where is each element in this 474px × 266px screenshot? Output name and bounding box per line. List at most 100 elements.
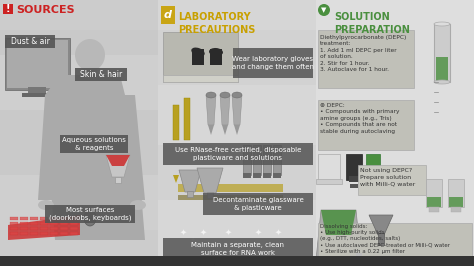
Bar: [75, 68, 127, 81]
Bar: [30, 232, 38, 235]
Bar: [10, 222, 18, 225]
Polygon shape: [163, 75, 238, 82]
Text: Wear laboratory gloves
and change them often: Wear laboratory gloves and change them o…: [232, 56, 314, 70]
Bar: [427, 197, 441, 207]
Text: Dust & air: Dust & air: [10, 37, 49, 46]
Bar: [7, 40, 68, 88]
Bar: [60, 135, 128, 153]
Bar: [184, 98, 190, 140]
Bar: [10, 232, 18, 235]
Bar: [192, 49, 204, 65]
Text: ⊗ DEPC:
• Compounds with primary
amine groups (e.g., Tris)
• Compounds that are : ⊗ DEPC: • Compounds with primary amine g…: [320, 103, 400, 134]
Bar: [45, 205, 135, 223]
Bar: [173, 105, 179, 140]
Polygon shape: [106, 155, 130, 166]
Polygon shape: [173, 175, 179, 183]
Polygon shape: [8, 215, 80, 240]
Bar: [434, 24, 450, 82]
Bar: [187, 191, 193, 197]
Bar: [40, 217, 48, 220]
Bar: [50, 222, 58, 225]
Polygon shape: [106, 155, 130, 177]
Ellipse shape: [232, 92, 242, 98]
Bar: [20, 222, 28, 225]
Bar: [5, 38, 70, 90]
Bar: [0, 175, 158, 230]
Polygon shape: [118, 95, 145, 200]
Text: ✦: ✦: [200, 227, 207, 236]
Polygon shape: [206, 95, 216, 125]
Bar: [0, 256, 474, 266]
Bar: [158, 0, 316, 266]
Bar: [316, 179, 342, 184]
Text: ✦: ✦: [255, 227, 262, 236]
Text: Most surfaces
(doorknobs, keyboards): Most surfaces (doorknobs, keyboards): [49, 207, 131, 221]
Text: Not using DEPC?
Prepare solution
with Milli-Q water: Not using DEPC? Prepare solution with Mi…: [360, 168, 415, 186]
Polygon shape: [179, 170, 201, 192]
Text: Use RNase-free certified, disposable
plasticware and solutions: Use RNase-free certified, disposable pla…: [175, 147, 301, 161]
Bar: [40, 222, 48, 225]
Bar: [210, 49, 222, 65]
Bar: [318, 100, 414, 150]
Bar: [436, 57, 448, 82]
Bar: [429, 207, 439, 212]
Text: Dissolving solids:
• Use high-purity solids
(e.g., DTT, nucleotides, salts)
• Us: Dissolving solids: • Use high-purity sol…: [320, 224, 450, 254]
Polygon shape: [369, 215, 393, 235]
Bar: [158, 200, 316, 260]
Bar: [158, 85, 316, 145]
Ellipse shape: [38, 200, 54, 210]
Polygon shape: [234, 125, 240, 135]
Text: Decontaminate glassware
& plasticware: Decontaminate glassware & plasticware: [213, 197, 303, 211]
Bar: [350, 184, 358, 188]
Bar: [163, 143, 313, 165]
Bar: [316, 0, 474, 266]
Text: LABORATORY
PRECAUTIONS: LABORATORY PRECAUTIONS: [178, 12, 255, 35]
Bar: [356, 253, 362, 256]
Bar: [346, 154, 362, 180]
Bar: [0, 0, 158, 266]
Polygon shape: [184, 182, 190, 190]
Bar: [60, 217, 68, 220]
Text: ✦: ✦: [274, 227, 282, 236]
Bar: [207, 192, 213, 198]
Bar: [263, 145, 271, 175]
Bar: [378, 233, 384, 245]
Text: Skin & hair: Skin & hair: [80, 70, 122, 79]
Bar: [448, 179, 464, 207]
Ellipse shape: [75, 39, 105, 71]
Bar: [70, 227, 78, 230]
Bar: [243, 145, 251, 175]
Bar: [318, 154, 340, 182]
Text: ✦: ✦: [180, 227, 186, 236]
Bar: [178, 184, 283, 192]
Bar: [0, 110, 158, 175]
Bar: [5, 35, 55, 48]
Bar: [30, 227, 38, 230]
Bar: [20, 227, 28, 230]
Bar: [50, 217, 58, 220]
Bar: [253, 145, 261, 175]
Bar: [10, 227, 18, 230]
Bar: [253, 173, 261, 178]
Ellipse shape: [434, 80, 450, 84]
Text: Aqueous solutions
& reagents: Aqueous solutions & reagents: [62, 137, 126, 151]
Bar: [318, 223, 472, 265]
Polygon shape: [321, 210, 356, 235]
Bar: [451, 207, 461, 212]
Bar: [449, 197, 463, 207]
Ellipse shape: [206, 92, 216, 98]
Bar: [161, 6, 175, 24]
Polygon shape: [38, 95, 62, 200]
Polygon shape: [220, 95, 230, 125]
Bar: [70, 217, 78, 220]
Bar: [366, 154, 380, 176]
Ellipse shape: [191, 48, 205, 56]
Bar: [263, 173, 271, 178]
Ellipse shape: [220, 92, 230, 98]
Bar: [60, 222, 68, 225]
Text: Maintain a separate, clean
surface for RNA work: Maintain a separate, clean surface for R…: [191, 242, 284, 256]
Text: !: !: [6, 4, 10, 14]
Circle shape: [318, 4, 330, 16]
Bar: [349, 176, 359, 182]
Text: ✦: ✦: [225, 227, 231, 236]
